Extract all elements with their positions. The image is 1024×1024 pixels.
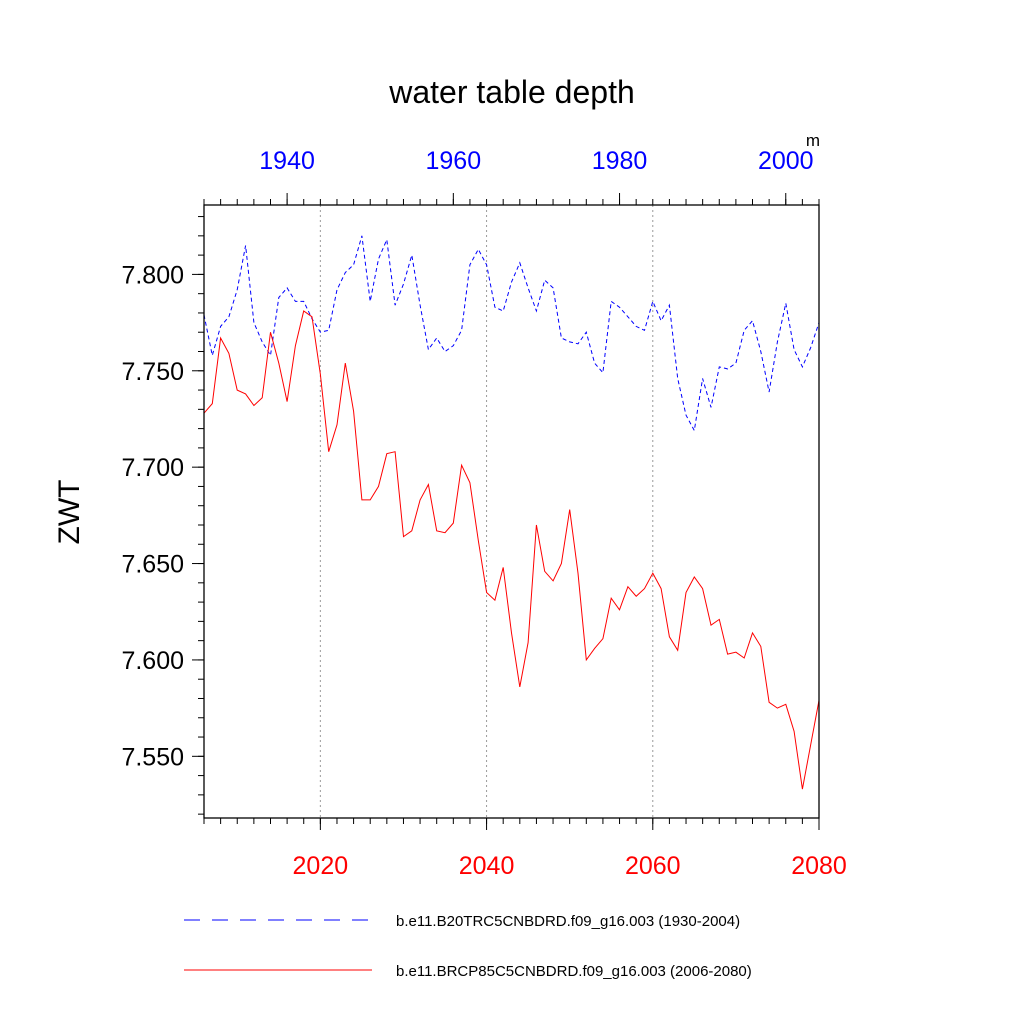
units-label: m	[806, 131, 820, 150]
legend: b.e11.B20TRC5CNBDRD.f09_g16.003 (1930-20…	[184, 913, 752, 980]
series-line-1	[203, 235, 820, 433]
bottom-tick-label: 2060	[625, 852, 681, 880]
y-axis-label: ZWT	[53, 480, 86, 545]
top-tick-label: 1980	[592, 147, 648, 175]
series-lines	[203, 235, 820, 790]
y-tick-label: 7.600	[121, 647, 184, 675]
y-tick-label: 7.800	[121, 261, 184, 289]
series-line-2	[203, 310, 820, 790]
y-tick-label: 7.750	[121, 358, 184, 386]
top-tick-label: 1940	[259, 147, 315, 175]
top-tick-label: 2000	[758, 147, 814, 175]
vertical-gridlines	[319, 205, 654, 818]
y-tick-label: 7.700	[121, 454, 184, 482]
bottom-tick-label: 2040	[459, 852, 515, 880]
axes: 7.550 7.600 7.650 7.700 7.750 7.800 1940 1960 19…	[121, 147, 846, 880]
top-tick-label: 1960	[426, 147, 482, 175]
y-tick-label: 7.550	[121, 743, 184, 771]
legend-label-2: b.e11.BRCP85C5CNBDRD.f09_g16.003 (2006-2…	[396, 963, 752, 980]
chart-title: water table depth	[388, 74, 635, 110]
legend-label-1: b.e11.B20TRC5CNBDRD.f09_g16.003 (1930-20…	[396, 913, 740, 930]
y-tick-label: 7.650	[121, 551, 184, 579]
bottom-tick-label: 2020	[293, 852, 349, 880]
bottom-tick-label: 2080	[791, 852, 847, 880]
plot-frame	[203, 204, 820, 819]
